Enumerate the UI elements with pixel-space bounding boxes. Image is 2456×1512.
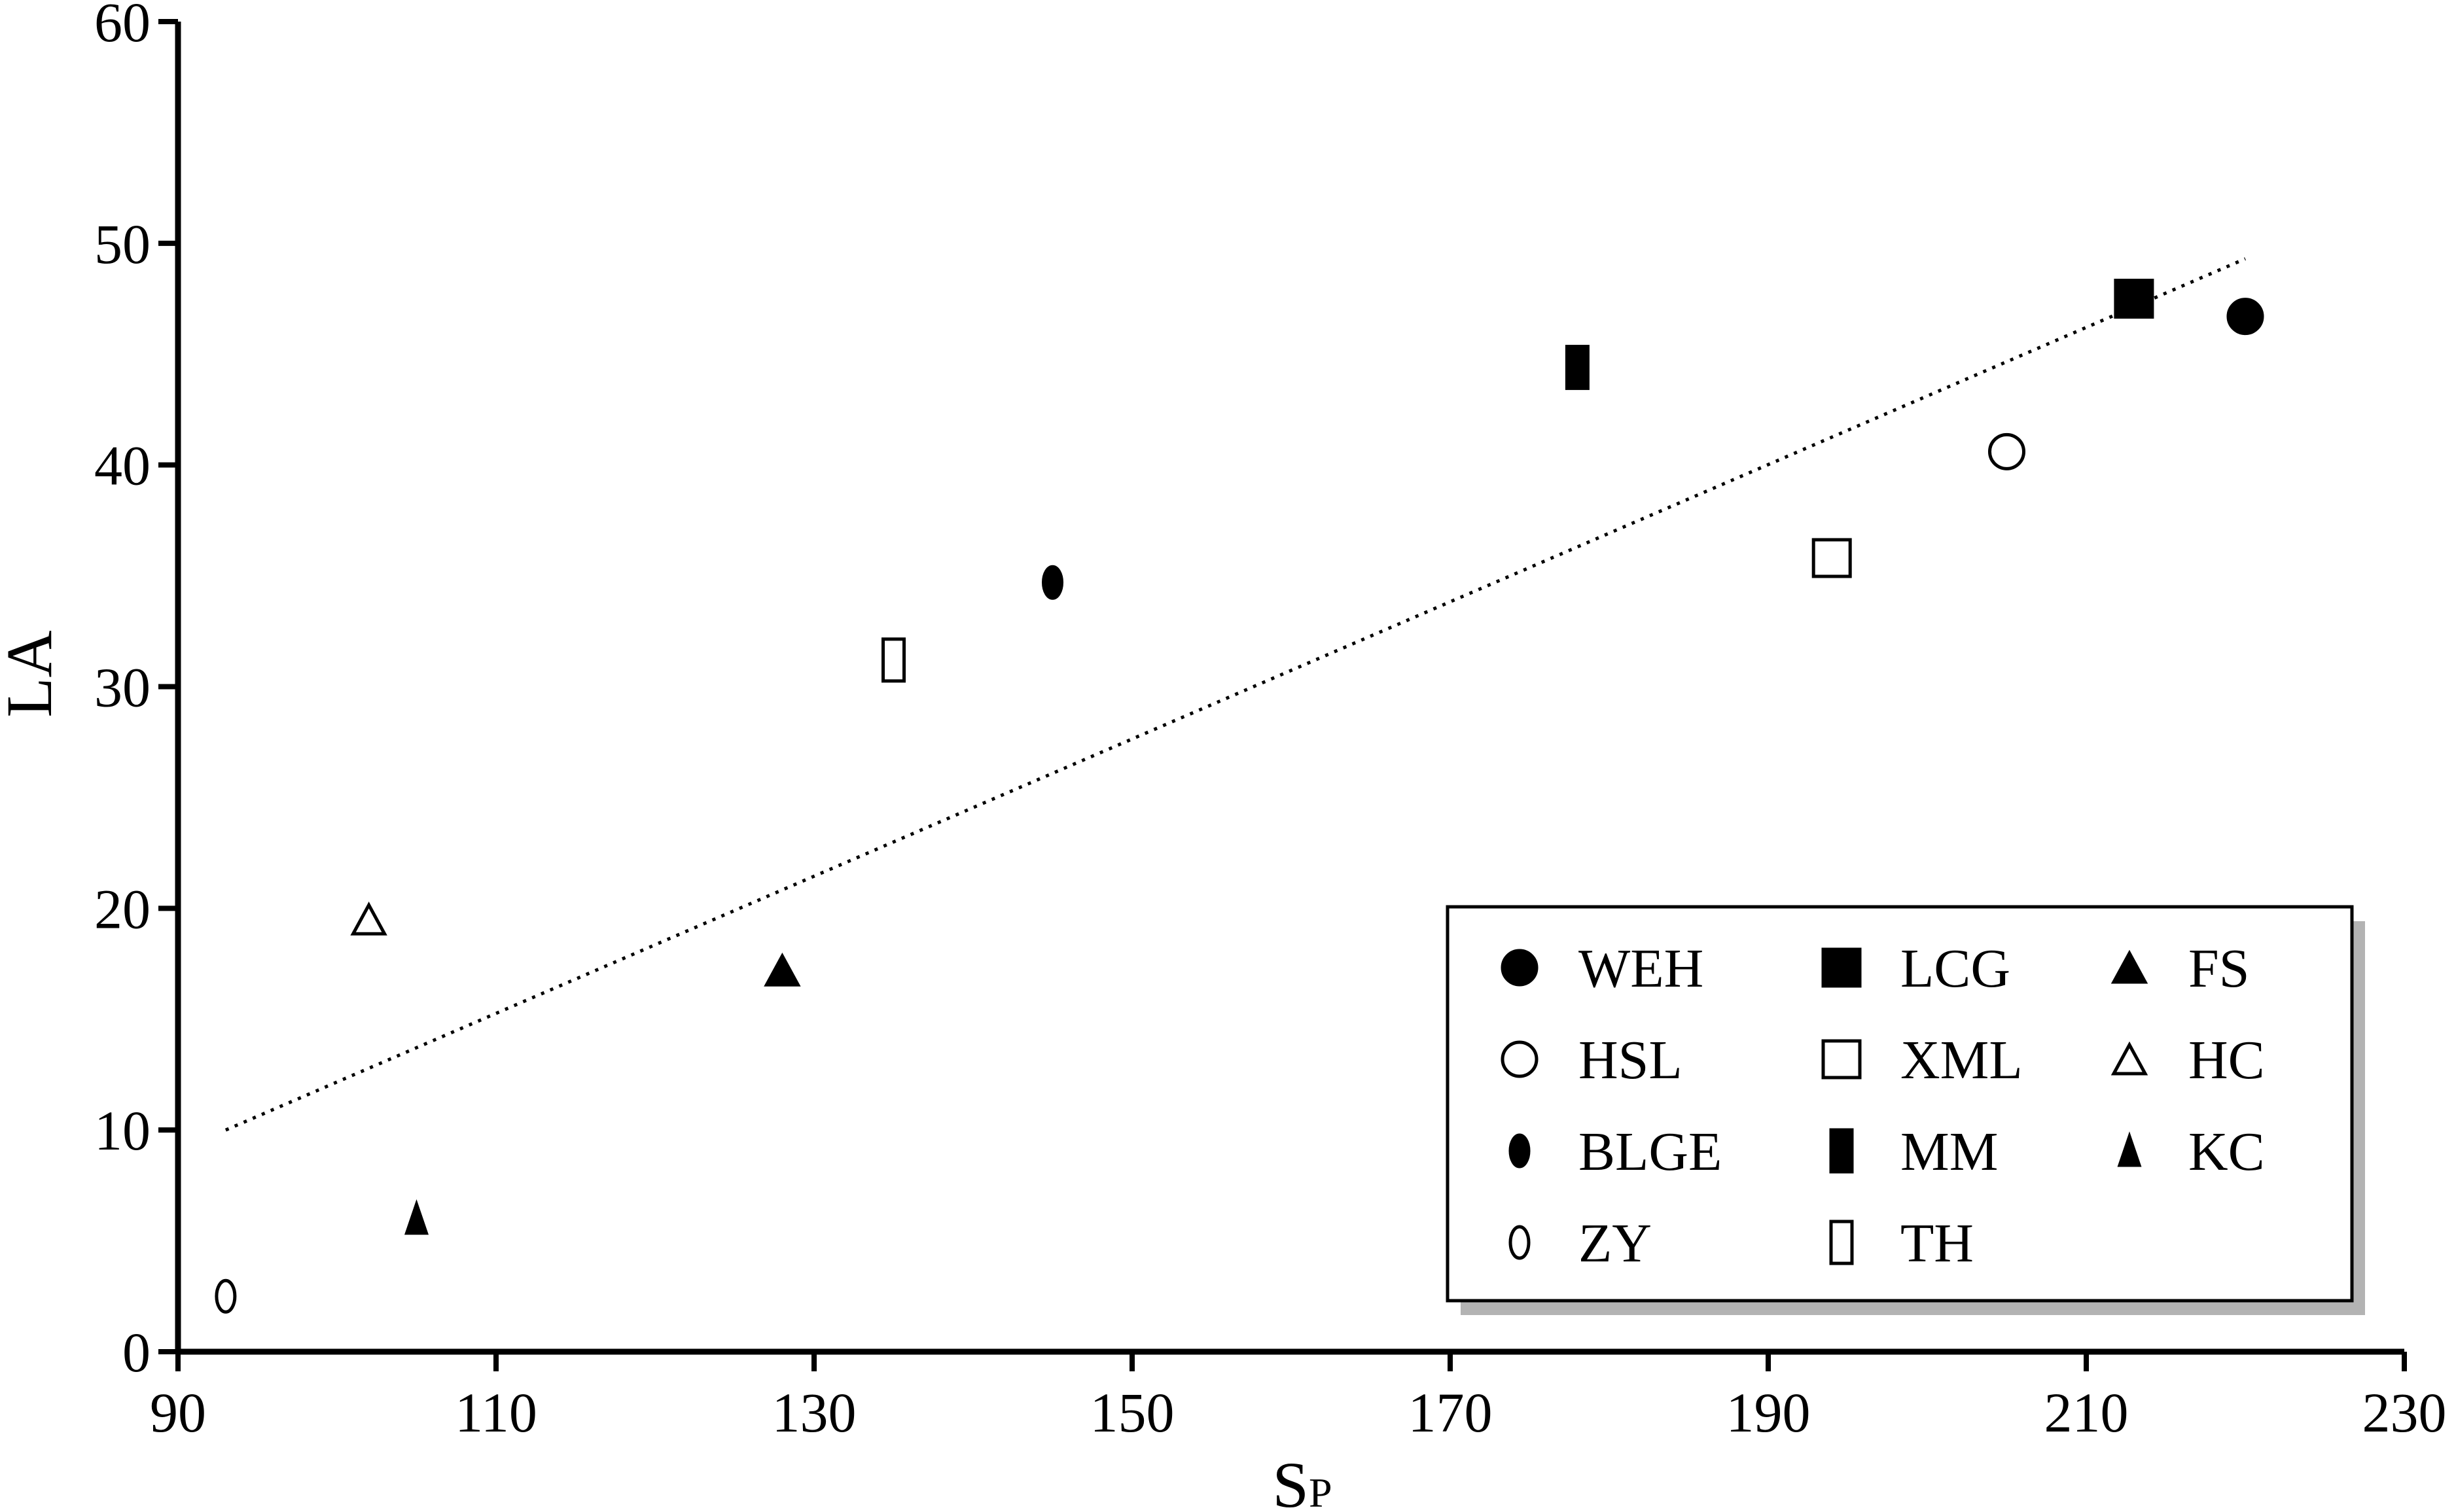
data-point-fs bbox=[764, 952, 801, 987]
legend-label-kc: KC bbox=[2188, 1121, 2265, 1182]
legend-marker-blge bbox=[1508, 1133, 1531, 1169]
legend-marker-hsl bbox=[1501, 1040, 1539, 1078]
x-axis-title: SP bbox=[1272, 1449, 1332, 1512]
legend-label-blge: BLGE bbox=[1578, 1121, 1722, 1182]
legend-marker-hc bbox=[2110, 1041, 2148, 1076]
legend: WEH LCG FS HSL XML HC BLGE MM KC ZY TH bbox=[1446, 905, 2365, 1315]
x-tick-label: 190 bbox=[1726, 1381, 1811, 1444]
y-axis-title: LA bbox=[0, 630, 65, 717]
data-point-weh bbox=[2226, 298, 2264, 336]
legend-marker-kc bbox=[2117, 1131, 2142, 1167]
legend-marker-weh bbox=[1501, 949, 1539, 987]
legend-label-weh: WEH bbox=[1578, 938, 1703, 999]
x-tick-label: 170 bbox=[1408, 1381, 1493, 1444]
legend-box bbox=[1446, 905, 2354, 1303]
y-tick-label: 60 bbox=[94, 0, 151, 54]
data-point-hc bbox=[350, 902, 387, 936]
legend-marker-xml bbox=[1821, 1039, 1862, 1080]
legend-label-hc: HC bbox=[2188, 1030, 2265, 1091]
data-point-blge bbox=[1042, 565, 1063, 600]
x-tick-label: 150 bbox=[1090, 1381, 1175, 1444]
data-points bbox=[215, 279, 2264, 1314]
x-axis-title-main: S bbox=[1272, 1449, 1309, 1512]
x-tick-label: 90 bbox=[150, 1381, 206, 1444]
legend-label-th: TH bbox=[1900, 1213, 1974, 1274]
y-tick-label: 10 bbox=[94, 1099, 151, 1162]
legend-marker-zy bbox=[1508, 1225, 1531, 1260]
y-tick-label: 30 bbox=[94, 656, 151, 719]
legend-marker-mm bbox=[1829, 1128, 1854, 1174]
axes bbox=[158, 19, 2407, 1371]
data-point-zy bbox=[215, 1278, 237, 1314]
legend-marker-th bbox=[1829, 1220, 1854, 1265]
data-point-mm bbox=[1565, 345, 1590, 391]
data-point-th bbox=[881, 637, 906, 683]
legend-label-xml: XML bbox=[1900, 1030, 2023, 1091]
x-tick-label: 210 bbox=[2044, 1381, 2129, 1444]
legend-marker-fs bbox=[2110, 949, 2148, 984]
y-tick-label: 0 bbox=[122, 1321, 151, 1384]
tick-labels: 0 10 20 30 40 50 60 90 110 130 150 170 190 210 230 bbox=[94, 0, 2447, 1444]
trendline-layer bbox=[224, 257, 2246, 1132]
legend-label-fs: FS bbox=[2188, 938, 2249, 999]
x-tick-label: 110 bbox=[455, 1381, 537, 1444]
legend-label-hsl: HSL bbox=[1578, 1030, 1682, 1091]
y-tick-label: 40 bbox=[94, 434, 151, 497]
legend-marker-lcg bbox=[1821, 947, 1862, 988]
data-point-hsl bbox=[1988, 432, 2025, 470]
y-tick-label: 50 bbox=[94, 213, 151, 275]
data-point-xml bbox=[1811, 538, 1852, 578]
x-tick-label: 130 bbox=[772, 1381, 857, 1444]
x-axis-title-subscript: P bbox=[1309, 1469, 1332, 1512]
legend-label-mm: MM bbox=[1900, 1121, 1998, 1182]
trendline bbox=[224, 257, 2246, 1132]
legend-label-lcg: LCG bbox=[1900, 938, 2010, 999]
y-tick-label: 20 bbox=[94, 877, 151, 940]
data-point-lcg bbox=[2114, 279, 2154, 319]
legend-label-zy: ZY bbox=[1578, 1213, 1652, 1274]
data-point-kc bbox=[404, 1199, 429, 1235]
x-tick-label: 230 bbox=[2362, 1381, 2447, 1444]
